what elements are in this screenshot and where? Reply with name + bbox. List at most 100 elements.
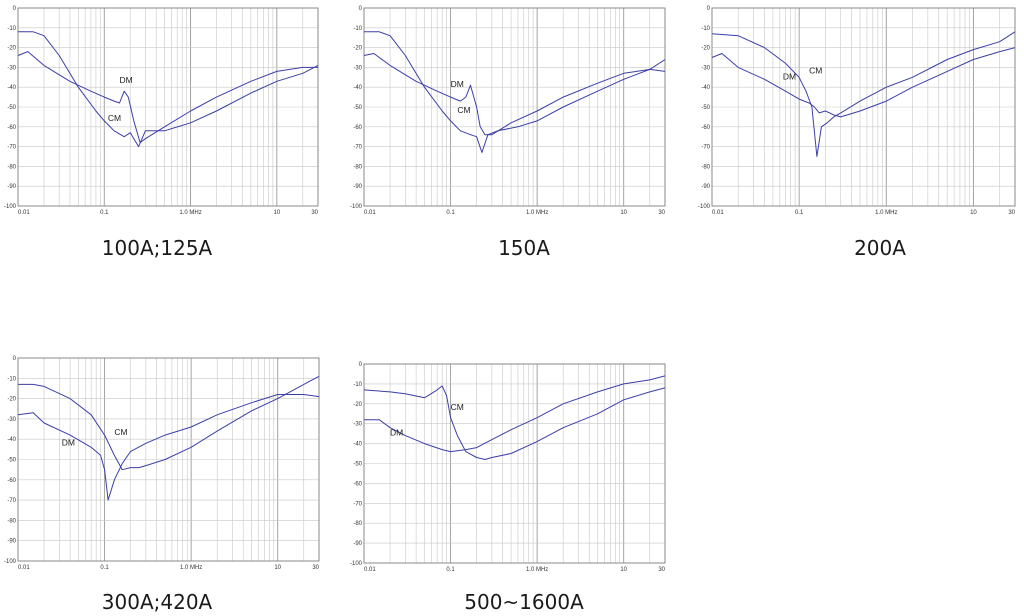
plot-frame [363,363,666,564]
chart-panel-4: 0 -10 -20 -30 -40 -50 -60 -70 -80 -90 -100 0.01 0.1 1… [4,356,320,571]
y-tick-label: 0 [359,362,363,368]
series-line-dm [17,394,320,501]
series-label-dm: DM [783,71,796,81]
x-tick-label: 0.1 [100,210,109,216]
x-tick-label: 30 [1008,210,1015,216]
y-tick-label: -80 [701,164,710,170]
chart-panel-1: 0 -10 -20 -30 -40 -50 -60 -70 -80 -90 -100 0.01 0.1 1… [4,6,319,216]
y-tick-label: -20 [7,397,16,403]
y-tick-label: -80 [353,164,362,170]
series-label-dm: DM [62,437,75,447]
x-tick-label: 0.1 [446,567,455,573]
y-tick-label: -10 [7,26,16,32]
series-line-dm [711,47,1016,118]
grid [17,357,320,562]
y-tick-label: -20 [353,46,362,52]
chart-panel-3: 0 -10 -20 -30 -40 -50 -60 -70 -80 -90 -100 0.01 0.1 1… [698,6,1016,216]
series-line-cm [18,375,320,471]
series-label-cm: CM [114,427,127,437]
y-tick-label: -70 [7,145,16,151]
grid [17,7,319,207]
series-line-dm [363,53,666,136]
chart-panel-2: 0 -10 -20 -30 -40 -50 -60 -70 -80 -90 -100 0.01 0.1 1… [350,6,666,216]
y-tick-label: -40 [701,85,710,91]
plot-frame [17,7,319,207]
y-tick-label: -10 [7,376,16,382]
series-label-cm: CM [809,65,822,75]
series-label-dm: DM [451,79,464,89]
y-tick-label: -100 [4,204,17,210]
y-tick-label: -10 [353,26,362,32]
y-tick-label: -50 [7,105,16,111]
x-tick-label: 0.1 [795,210,804,216]
series-label-dm: DM [390,428,403,438]
x-tick-label: 30 [312,565,319,571]
chart-panel-5: 0 -10 -20 -30 -40 -50 -60 -70 -80 -90 -100 0.01 0.1 1… [350,362,666,573]
x-tick-label: 30 [311,210,318,216]
y-tick-label: -40 [7,437,16,443]
x-tick-label: 1.0 MHz [180,565,202,571]
x-tick-label: 0.01 [712,210,724,216]
x-tick-label: 0.1 [100,565,109,571]
chart-caption-3: 200A [854,236,906,260]
y-tick-label: -90 [7,539,16,545]
series-label-cm: CM [451,402,464,412]
y-tick-label: -50 [701,105,710,111]
x-tick-label: 0.01 [18,210,30,216]
chart-caption-1: 100A;125A [101,236,213,260]
series-line-dm [17,51,318,144]
y-tick-label: -60 [7,125,16,131]
y-tick-label: -60 [353,481,362,487]
y-tick-label: 0 [359,6,363,12]
y-tick-label: -30 [7,417,16,423]
series-line-dm [364,375,666,453]
y-tick-label: -90 [353,541,362,547]
y-tick-label: -60 [353,125,362,131]
y-tick-label: -20 [7,46,16,52]
grid [363,363,666,564]
y-tick-label: -40 [353,85,362,91]
series-label-cm: CM [108,113,121,123]
x-tick-label: 10 [620,567,627,573]
y-tick-label: -30 [7,65,16,71]
x-tick-label: 10 [970,210,977,216]
y-tick-label: -70 [7,498,16,504]
y-tick-label: -100 [350,561,363,567]
x-tick-label: 1.0 MHz [875,210,897,216]
y-tick-label: -80 [353,521,362,527]
series-label-dm: DM [119,75,132,85]
plot-frame [363,7,666,207]
series-line-cm [364,31,666,153]
x-tick-label: 30 [658,567,665,573]
series-line-cm [711,31,1016,157]
series-label-cm: CM [457,105,470,115]
x-tick-label: 30 [658,210,665,216]
y-tick-label: -80 [7,518,16,524]
series-line-cm [18,31,319,148]
y-tick-label: -100 [4,559,17,565]
y-tick-label: -70 [701,145,710,151]
y-tick-label: -40 [7,85,16,91]
chart-caption-2: 150A [498,236,550,260]
y-tick-label: 0 [13,6,17,12]
x-tick-label: 1.0 MHz [526,567,548,573]
y-tick-label: -60 [7,478,16,484]
y-tick-label: -90 [353,184,362,190]
y-tick-label: -50 [353,462,362,468]
x-tick-label: 1.0 MHz [526,210,548,216]
y-tick-label: -30 [701,65,710,71]
y-tick-label: -50 [7,458,16,464]
x-tick-label: 0.01 [364,567,376,573]
x-tick-label: 10 [620,210,627,216]
x-tick-label: 10 [274,565,281,571]
y-tick-label: 0 [707,6,711,12]
y-tick-label: -30 [353,65,362,71]
plot-frame [17,357,320,562]
y-tick-label: -70 [353,501,362,507]
y-tick-label: -30 [353,422,362,428]
x-tick-label: 0.01 [18,565,30,571]
